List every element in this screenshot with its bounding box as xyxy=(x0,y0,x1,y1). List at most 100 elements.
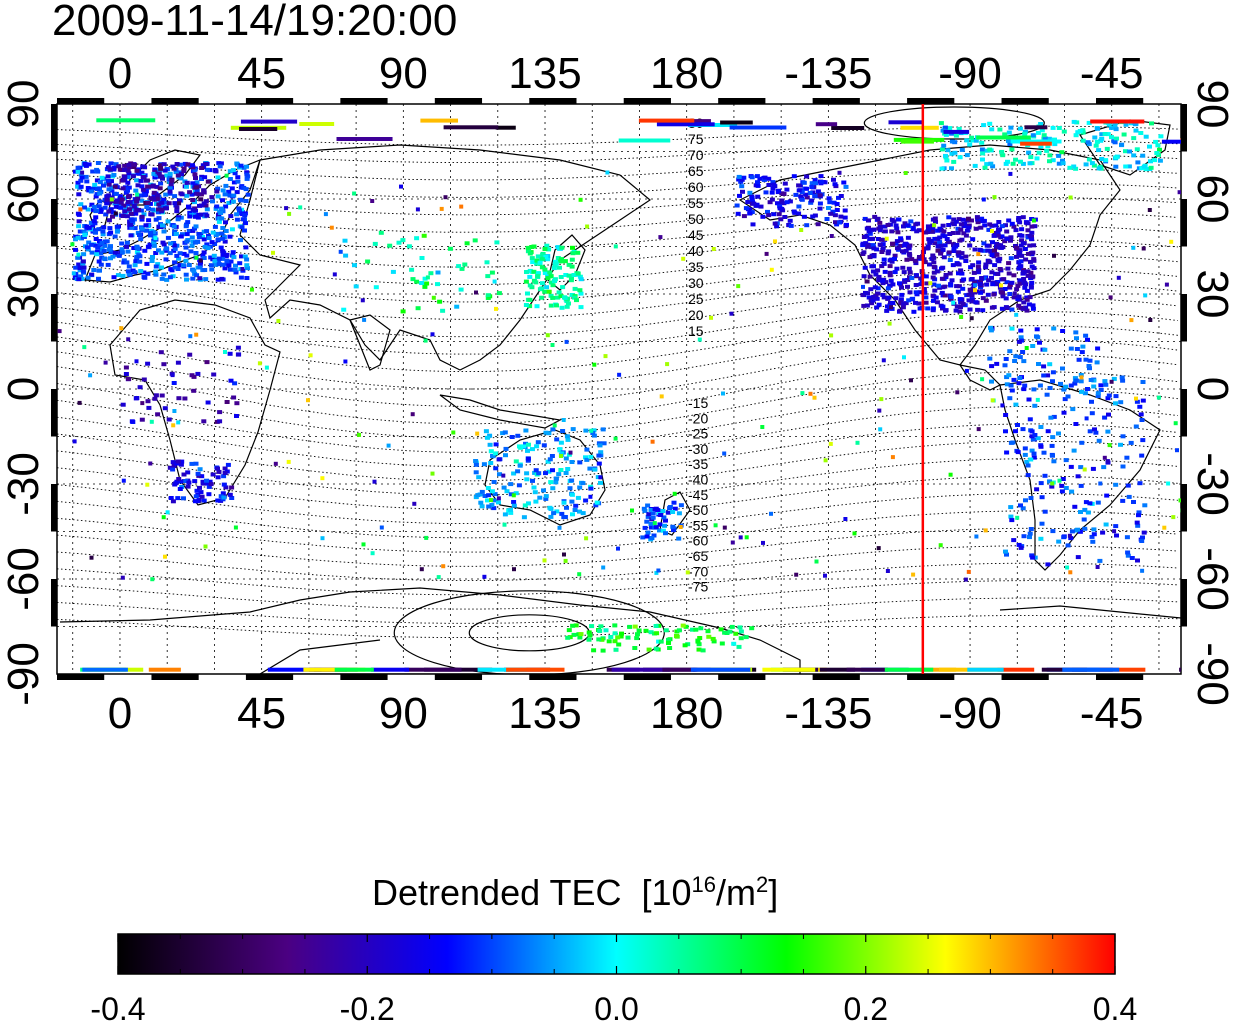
tec-point xyxy=(940,247,946,252)
tec-point xyxy=(956,250,962,255)
tec-point xyxy=(1131,500,1136,504)
tec-point xyxy=(1152,158,1157,163)
tec-point xyxy=(80,261,86,266)
tec-point xyxy=(587,466,593,471)
tec-point xyxy=(977,247,983,252)
tec-point xyxy=(897,308,903,313)
tec-point xyxy=(172,201,178,206)
tec-point xyxy=(832,213,838,218)
tec-point xyxy=(515,433,521,438)
y-tick-label-left: -60 xyxy=(0,547,48,611)
tec-point xyxy=(166,201,172,206)
tec-point xyxy=(1000,153,1006,158)
tec-point xyxy=(496,496,501,501)
tec-point xyxy=(658,513,664,517)
tec-point xyxy=(681,256,686,261)
tec-point xyxy=(410,412,415,417)
tec-point xyxy=(843,517,848,521)
tec-point xyxy=(1061,129,1067,134)
tec-point xyxy=(875,286,881,291)
tec-point xyxy=(77,266,83,271)
tec-point xyxy=(1140,568,1145,573)
mlat-label-south: -25 xyxy=(688,426,708,442)
tec-point xyxy=(781,201,787,206)
tec-point xyxy=(123,372,129,376)
tec-point xyxy=(662,523,668,528)
tec-point xyxy=(658,639,664,644)
tec-point xyxy=(569,293,575,297)
tec-point xyxy=(534,258,540,263)
tec-point xyxy=(1011,377,1017,382)
tec-point xyxy=(1156,395,1161,400)
tec-point xyxy=(1081,517,1087,522)
tec-point xyxy=(973,300,979,305)
tec-point xyxy=(1014,312,1019,317)
tec-point xyxy=(112,234,118,239)
tec-point xyxy=(500,431,506,436)
tec-point xyxy=(142,248,148,253)
tec-point xyxy=(860,292,866,297)
tec-point-polar xyxy=(900,125,939,130)
tec-point xyxy=(937,235,943,240)
tec-point xyxy=(128,233,134,238)
tec-point xyxy=(612,631,618,636)
tec-point xyxy=(227,234,233,239)
tec-point xyxy=(535,440,541,445)
tec-point xyxy=(223,485,229,490)
tec-point xyxy=(1027,233,1033,238)
tec-point xyxy=(559,245,565,250)
tec-point xyxy=(644,519,650,524)
tec-point xyxy=(163,246,169,251)
tec-point xyxy=(123,186,129,191)
tec-point xyxy=(925,224,931,229)
tec-point xyxy=(502,430,508,435)
tec-point xyxy=(1120,378,1126,383)
tec-point xyxy=(663,628,669,633)
tec-point xyxy=(1035,436,1041,441)
tec-point xyxy=(1028,496,1034,500)
tec-point xyxy=(154,193,160,198)
tec-point xyxy=(739,184,745,189)
tec-point xyxy=(588,454,594,459)
tec-point xyxy=(161,362,167,367)
tec-point xyxy=(564,434,570,439)
tec-point xyxy=(226,201,232,205)
tec-point xyxy=(569,492,575,497)
tec-point xyxy=(215,277,221,282)
tec-point xyxy=(961,231,967,236)
tec-point xyxy=(556,472,562,477)
tec-point xyxy=(189,192,195,197)
tec-point xyxy=(964,138,970,143)
tec-point-polar xyxy=(240,119,298,124)
tec-point xyxy=(437,299,443,304)
tec-point xyxy=(126,162,132,167)
tec-point xyxy=(542,247,548,251)
tec-point xyxy=(1056,161,1062,166)
mlat-contour xyxy=(57,493,1178,539)
tec-point xyxy=(171,423,176,428)
tec-point xyxy=(1138,131,1144,135)
tec-point xyxy=(1094,139,1100,144)
tec-point xyxy=(483,429,489,434)
tec-point xyxy=(199,474,205,479)
tec-point xyxy=(994,252,1000,257)
tec-point xyxy=(566,273,572,278)
tec-point xyxy=(1082,507,1088,512)
tec-point xyxy=(729,311,734,316)
tec-point xyxy=(657,522,663,527)
tec-point xyxy=(834,222,840,227)
tec-point xyxy=(73,265,79,270)
tec-point-polar xyxy=(404,667,462,672)
tec-point xyxy=(829,234,834,238)
tec-point xyxy=(575,250,581,255)
tec-point xyxy=(201,498,207,503)
tec-point xyxy=(1004,236,1010,241)
tec-point xyxy=(233,270,239,275)
tec-point xyxy=(95,187,101,191)
tec-point xyxy=(119,250,125,255)
tec-point xyxy=(174,253,180,258)
tec-point xyxy=(124,240,130,245)
tec-point xyxy=(1039,521,1045,526)
tec-point xyxy=(1097,558,1103,563)
tec-point xyxy=(1138,412,1144,417)
